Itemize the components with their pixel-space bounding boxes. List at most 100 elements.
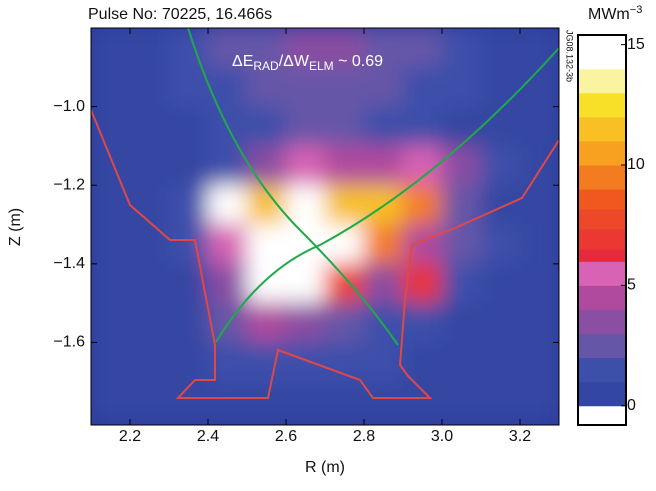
side-text: JG08.132-3b <box>565 30 575 82</box>
heat-cell <box>168 224 209 265</box>
heat-cell <box>519 66 559 108</box>
heat-cell <box>363 28 404 68</box>
colorbar-band <box>578 333 626 359</box>
heat-cell <box>441 28 482 68</box>
colorbar-tick-label: 5 <box>627 277 636 294</box>
heatmap <box>91 28 559 422</box>
heat-cell <box>91 28 131 68</box>
heat-cell <box>207 263 248 304</box>
heat-cell <box>129 341 170 383</box>
heat-cell <box>480 381 521 422</box>
heat-cell <box>246 145 287 186</box>
heat-cell <box>480 302 521 343</box>
colorbar-band <box>578 285 626 310</box>
heat-cell <box>324 66 365 108</box>
annotation: ΔERAD/ΔWELM ~ 0.69 <box>232 53 383 73</box>
heat-cell <box>441 263 482 304</box>
colorbar-band <box>578 405 626 426</box>
heat-cell <box>441 145 482 186</box>
heat-cell <box>363 106 404 147</box>
colorbar-band <box>578 165 626 190</box>
heat-cell <box>441 381 482 422</box>
separatrix-leg <box>215 47 559 343</box>
heat-cell <box>129 184 170 226</box>
colorbar-band <box>578 261 626 286</box>
heat-cell <box>168 302 209 343</box>
x-tick-label: 2.8 <box>353 428 375 445</box>
heat-cell <box>207 28 248 68</box>
heat-cell <box>207 341 248 383</box>
heat-cell <box>91 145 131 186</box>
annotation-subscript: ELM <box>309 59 334 73</box>
heat-cell <box>91 341 131 383</box>
colorbar <box>578 35 626 426</box>
colorbar-band <box>578 140 626 166</box>
y-tick-label: −1.2 <box>53 176 85 193</box>
heat-cell <box>91 66 131 108</box>
heat-cell <box>519 263 559 304</box>
colorbar-tick-label: 0 <box>627 397 636 414</box>
colorbar-band <box>578 357 626 383</box>
heat-cell <box>129 106 170 147</box>
x-tick-label: 3.0 <box>431 428 453 445</box>
y-axis-label: Z (m) <box>7 208 24 246</box>
heat-cell <box>285 381 326 422</box>
heat-cell <box>363 302 404 343</box>
heat-cell <box>246 106 287 147</box>
heat-cell <box>246 66 287 108</box>
heat-cell <box>441 106 482 147</box>
colorbar-unit: MWm <box>588 6 630 23</box>
heat-cell <box>480 263 521 304</box>
heat-cell <box>246 263 287 304</box>
heat-cell <box>129 28 170 68</box>
heat-cell <box>480 106 521 147</box>
heat-cell <box>363 224 404 265</box>
heat-cell <box>480 184 521 226</box>
heat-cell <box>441 341 482 383</box>
heat-cell <box>363 66 404 108</box>
heat-cell <box>91 263 131 304</box>
colorbar-band <box>578 189 626 210</box>
annotation-part: /ΔW <box>279 53 310 70</box>
heat-cell <box>168 263 209 304</box>
heat-cell <box>519 106 559 147</box>
annotation-subscript: RAD <box>253 59 279 73</box>
heat-cell <box>168 341 209 383</box>
heat-cell <box>480 66 521 108</box>
colorbar-band <box>578 209 626 230</box>
colorbar-band <box>578 229 626 250</box>
heat-cell <box>129 302 170 343</box>
x-tick-label: 2.4 <box>197 428 219 445</box>
y-tick-label: −1.6 <box>53 334 85 351</box>
heat-cell <box>402 66 443 108</box>
x-axis-label: R (m) <box>305 459 345 476</box>
heat-cell <box>324 145 365 186</box>
heat-cell <box>129 145 170 186</box>
y-tick-label: −1.4 <box>53 255 85 272</box>
heat-cell <box>441 66 482 108</box>
wall-contour <box>91 109 559 399</box>
heat-cell <box>519 381 559 422</box>
colorbar-band <box>578 92 626 118</box>
heat-cell <box>519 224 559 265</box>
heat-cell <box>402 184 443 226</box>
heat-cell <box>402 302 443 343</box>
heat-cell <box>246 28 287 68</box>
y-tick-label: −1.0 <box>53 98 85 115</box>
heat-cell <box>91 224 131 265</box>
heat-cell <box>285 66 326 108</box>
overlay <box>91 28 559 399</box>
heat-cell <box>129 263 170 304</box>
heat-cell <box>91 381 131 422</box>
heat-cell <box>91 106 131 147</box>
heat-cell <box>519 341 559 383</box>
annotation-part: ΔE <box>232 53 253 70</box>
heat-cell <box>402 106 443 147</box>
heat-cell <box>285 263 326 304</box>
colorbar-band <box>578 44 626 70</box>
heat-cell <box>207 224 248 265</box>
heat-cell <box>129 381 170 422</box>
heat-cell <box>207 66 248 108</box>
heat-cell <box>519 302 559 343</box>
